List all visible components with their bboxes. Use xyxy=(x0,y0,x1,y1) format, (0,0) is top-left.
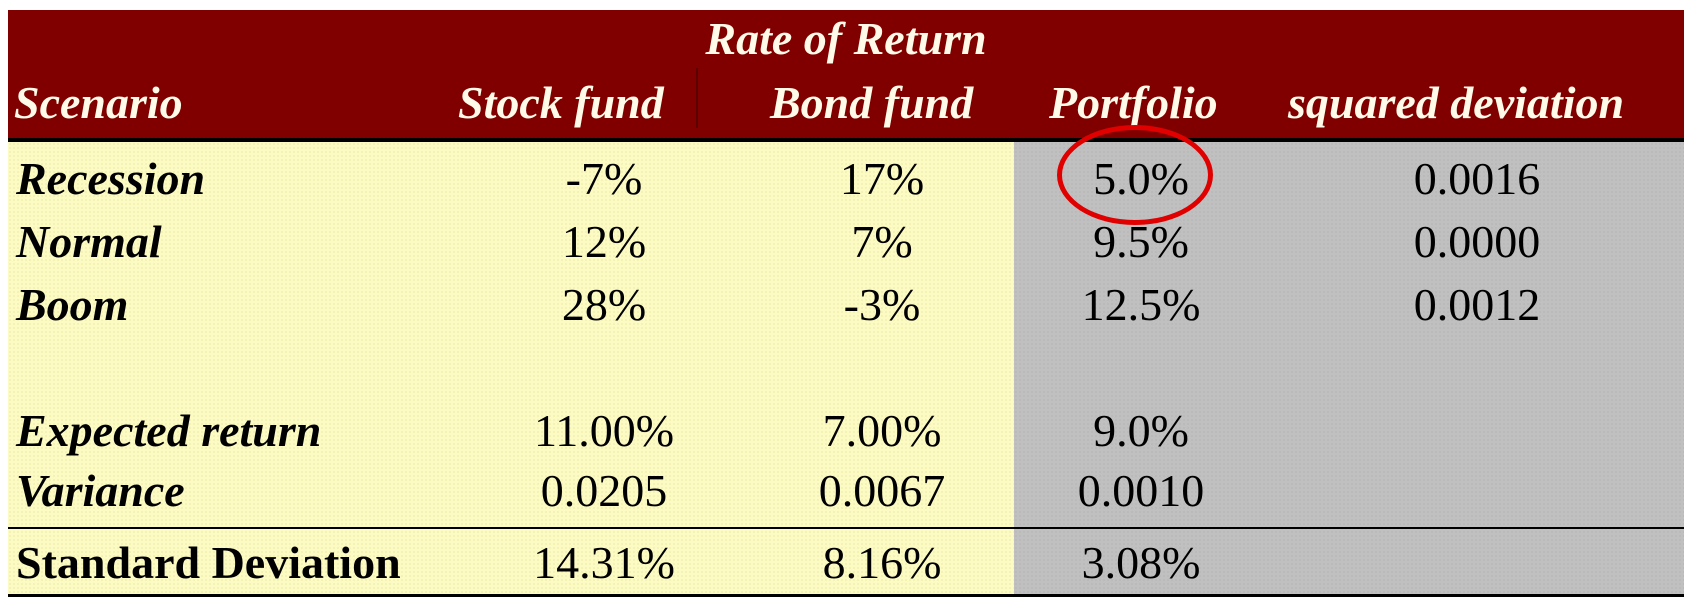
squared-deviation-column-header: squared deviation xyxy=(1288,77,1625,128)
bond-fund-value: -3% xyxy=(843,279,921,330)
stock-fund-value: 11.00% xyxy=(533,405,675,456)
row-label: Boom xyxy=(16,279,129,330)
bond-fund-column-header: Bond fund xyxy=(770,77,974,128)
stock-fund-value: 12% xyxy=(561,216,647,267)
portfolio-column-header: Portfolio xyxy=(1049,77,1218,128)
stock-fund-column-header: Stock fund xyxy=(458,77,664,128)
portfolio-value: 0.0010 xyxy=(1077,465,1205,516)
squared-deviation-value: 0.0012 xyxy=(1413,279,1541,330)
scenario-column-header: Scenario xyxy=(14,77,183,128)
rate-of-return-title: Rate of Return xyxy=(705,13,987,64)
stock-fund-value: 14.31% xyxy=(533,537,675,588)
bottom-rule xyxy=(8,594,1684,597)
portfolio-values-area xyxy=(1014,142,1684,595)
row-label: Expected return xyxy=(16,405,322,456)
stock-fund-value: 0.0205 xyxy=(540,465,668,516)
stock-fund-value: -7% xyxy=(565,153,643,204)
row-label: Normal xyxy=(16,216,162,267)
highlight-circle xyxy=(1057,125,1213,225)
fund-values-area xyxy=(8,142,1014,595)
bond-fund-value: 17% xyxy=(839,153,925,204)
header-rule xyxy=(8,138,1684,142)
row-label: Recession xyxy=(16,153,206,204)
bond-fund-value: 0.0067 xyxy=(818,465,946,516)
portfolio-value: 3.08% xyxy=(1081,537,1201,588)
row-label: Standard Deviation xyxy=(16,537,401,588)
stock-fund-value: 28% xyxy=(561,279,647,330)
portfolio-value: 12.5% xyxy=(1081,279,1201,330)
bond-fund-value: 8.16% xyxy=(822,537,942,588)
portfolio-value: 9.0% xyxy=(1093,405,1189,456)
bond-fund-value: 7% xyxy=(851,216,913,267)
header-divider xyxy=(696,68,698,128)
table-header xyxy=(8,10,1684,138)
bond-fund-value: 7.00% xyxy=(822,405,942,456)
squared-deviation-value: 0.0016 xyxy=(1413,153,1541,204)
standard-deviation-rule xyxy=(8,527,1684,529)
row-label: Variance xyxy=(16,465,185,516)
squared-deviation-value: 0.0000 xyxy=(1413,216,1541,267)
